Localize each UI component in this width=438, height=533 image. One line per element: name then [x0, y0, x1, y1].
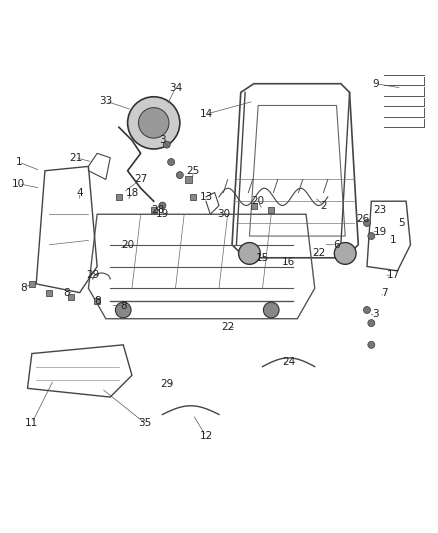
Circle shape — [334, 243, 356, 264]
Text: 4: 4 — [76, 188, 83, 198]
Text: 10: 10 — [12, 179, 25, 189]
Text: 22: 22 — [221, 322, 234, 333]
Bar — [116, 194, 122, 200]
Text: 18: 18 — [125, 188, 138, 198]
Circle shape — [364, 306, 371, 313]
Text: 9: 9 — [372, 79, 379, 88]
Text: 16: 16 — [282, 257, 295, 267]
Bar — [94, 298, 100, 304]
Text: 34: 34 — [169, 83, 182, 93]
Text: 8: 8 — [94, 296, 100, 306]
Text: 19: 19 — [156, 209, 169, 219]
Bar — [190, 194, 196, 200]
Text: 7: 7 — [381, 288, 388, 297]
Text: 14: 14 — [199, 109, 212, 119]
Circle shape — [159, 202, 166, 209]
Text: 19: 19 — [374, 227, 387, 237]
Text: 5: 5 — [399, 218, 405, 228]
Bar — [29, 281, 35, 287]
Text: 3: 3 — [159, 135, 166, 146]
Circle shape — [263, 302, 279, 318]
Circle shape — [368, 320, 375, 327]
Circle shape — [116, 302, 131, 318]
Bar — [68, 294, 74, 300]
Text: 8: 8 — [64, 288, 70, 297]
Circle shape — [163, 141, 170, 148]
Text: 12: 12 — [199, 431, 212, 441]
Circle shape — [239, 243, 260, 264]
Text: 8: 8 — [120, 301, 127, 311]
Text: 29: 29 — [86, 270, 99, 280]
Text: 28: 28 — [152, 205, 165, 215]
Text: 30: 30 — [217, 209, 230, 219]
Text: 17: 17 — [386, 270, 400, 280]
Text: 1: 1 — [390, 236, 396, 245]
Bar — [268, 207, 274, 213]
Text: 8: 8 — [20, 283, 26, 293]
Text: 25: 25 — [186, 166, 200, 176]
Circle shape — [364, 220, 371, 227]
Text: 29: 29 — [160, 379, 173, 389]
Text: 33: 33 — [99, 96, 113, 106]
Circle shape — [127, 97, 180, 149]
Circle shape — [168, 158, 175, 166]
Text: 1: 1 — [15, 157, 22, 167]
Text: 24: 24 — [282, 357, 295, 367]
Text: 26: 26 — [356, 214, 369, 224]
Text: 13: 13 — [199, 192, 212, 202]
Text: 2: 2 — [320, 200, 327, 211]
Bar — [46, 289, 52, 296]
Bar — [151, 207, 157, 213]
Text: 35: 35 — [138, 418, 152, 428]
Text: 23: 23 — [374, 205, 387, 215]
Text: 15: 15 — [256, 253, 269, 263]
Text: 27: 27 — [134, 174, 147, 184]
Circle shape — [138, 108, 169, 138]
Circle shape — [368, 232, 375, 239]
Text: 21: 21 — [69, 152, 82, 163]
Text: 20: 20 — [121, 240, 134, 250]
Text: 3: 3 — [372, 309, 379, 319]
Text: 20: 20 — [251, 196, 265, 206]
Polygon shape — [250, 106, 345, 236]
Text: 22: 22 — [312, 248, 326, 259]
Circle shape — [177, 172, 184, 179]
Circle shape — [368, 341, 375, 349]
Text: 11: 11 — [25, 418, 39, 428]
Bar — [251, 203, 257, 208]
Bar — [185, 176, 191, 182]
Text: 6: 6 — [333, 240, 340, 250]
